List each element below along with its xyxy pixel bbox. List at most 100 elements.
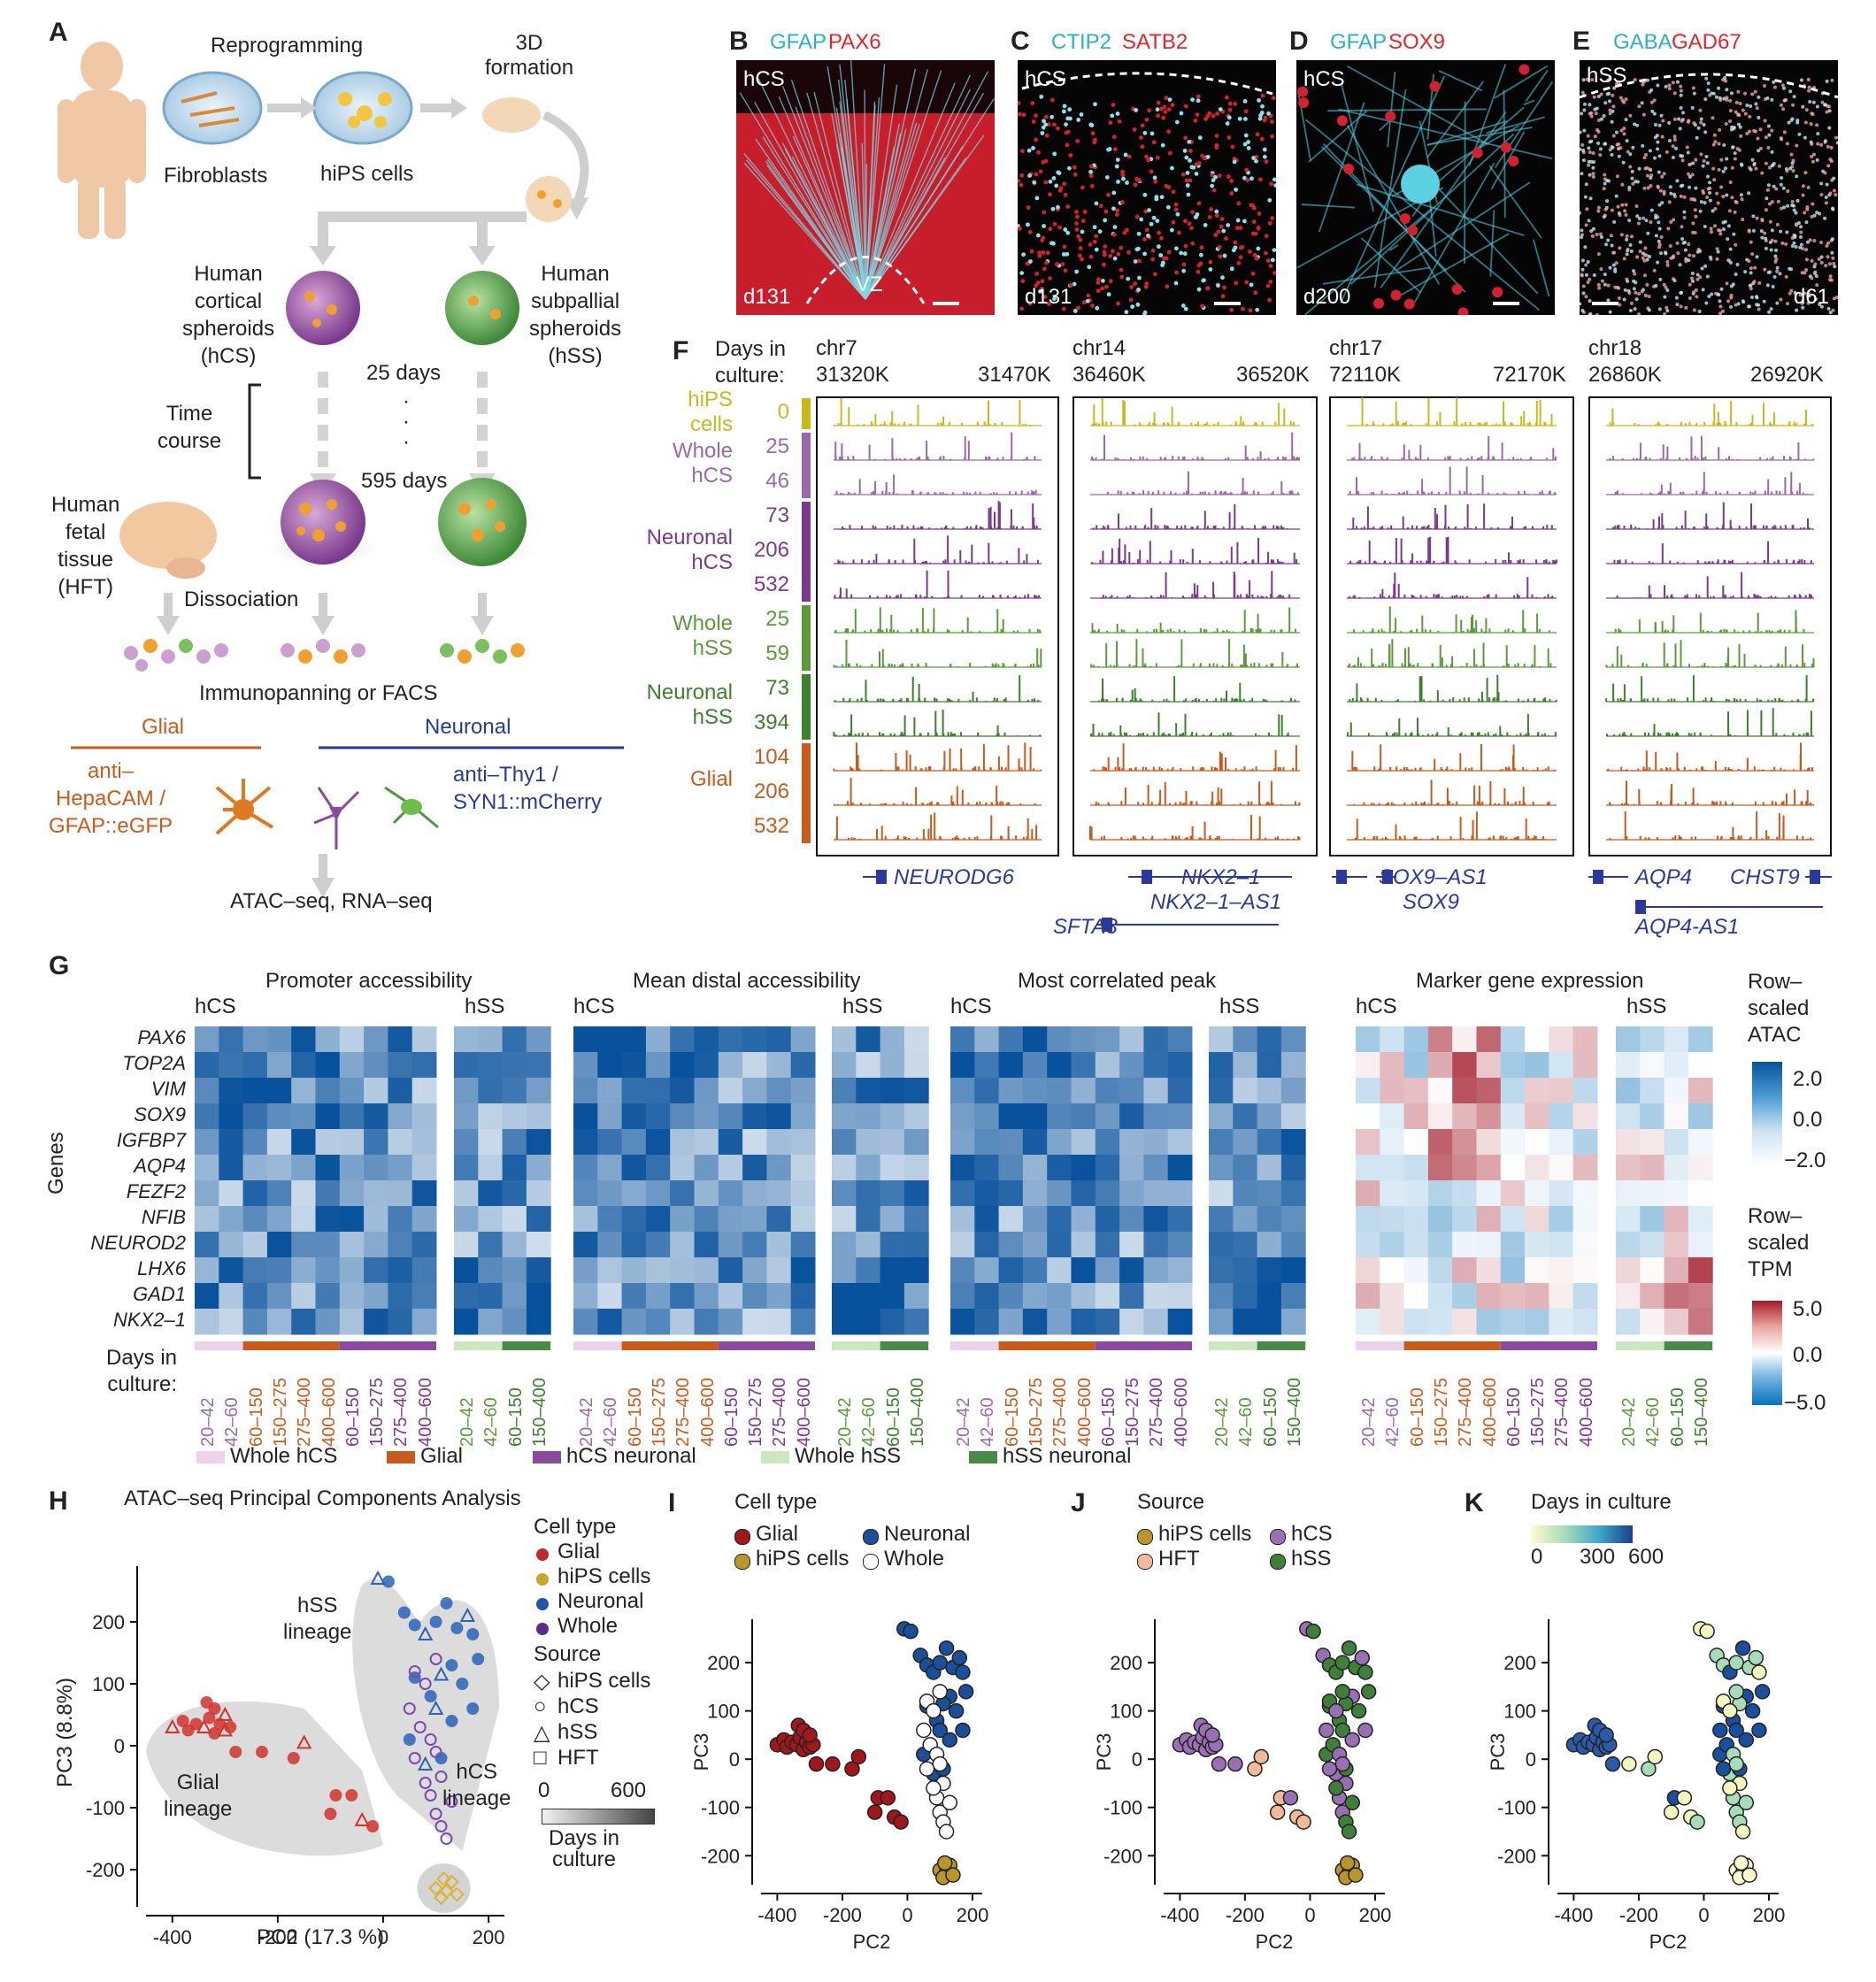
heatmap-cell [266,1129,292,1156]
heatmap-cell [1380,1180,1405,1207]
heatmap-cell [364,1283,388,1310]
data-point [1211,1755,1227,1772]
heatmap-cell [856,1129,881,1156]
hcs-lineage-label: hCS lineage [442,1760,511,1810]
heatmap-cell [1095,1309,1120,1335]
heatmap-cell [718,1052,743,1079]
signal-track-2-1 [1351,435,1557,460]
heatmap-title-3: Marker gene expression [1416,969,1644,993]
data-point [938,1824,955,1840]
heatmap-cell [856,1078,881,1104]
panel-a-label: A [49,18,68,47]
legend-cell-type-title: Cell type [534,1515,617,1539]
fibroblasts-label: Fibroblasts [164,164,268,188]
heatmap-cell [526,1103,551,1130]
heatmap-cell [291,1309,316,1335]
heatmap-cell [1095,1180,1120,1207]
signal-track-0-6 [834,607,1042,633]
h-point [408,1665,421,1678]
heatmap-cell [1427,1283,1453,1310]
micro-tag-d: hCS [1303,67,1345,91]
heatmap-cell [1640,1309,1665,1335]
heatmap-cell [219,1052,244,1079]
data-point [932,1655,948,1671]
heatmap-cell [266,1103,292,1130]
group-day-4-0: 73 [765,676,789,700]
heatmap-cell [478,1103,504,1130]
gene-annotation-7: CHST9 [1730,865,1800,889]
heatmap-cell [1616,1103,1641,1130]
heatmap-cell [1280,1155,1306,1181]
gene-annotation-8: AQP4-AS1 [1635,915,1740,939]
heatmap-cell [1119,1103,1144,1130]
heatmap-cell [621,1309,647,1335]
signal-track-3-5 [1616,572,1813,598]
heatmap-cell [454,1026,479,1053]
heatmap-cell [1380,1155,1405,1181]
heatmap-cell [1119,1052,1144,1079]
heatmap-cell [502,1026,527,1053]
col-label-1-5: 400–600 [697,1378,718,1447]
legend-source-label-3: HFT [557,1746,599,1770]
data-point [1734,1640,1751,1656]
panel-i-label: I [668,1488,676,1517]
signal-track-2-7 [1347,639,1552,667]
heatmap-cell [790,1257,816,1284]
data-point [1699,1623,1715,1640]
neuronal-method-header: Neuronal [425,715,511,739]
stain-1-c: CTIP2 [1051,30,1112,54]
hss-col-label-3-3: 150–400 [1691,1378,1711,1447]
signal-track-3-6 [1614,610,1805,633]
heatmap-cell [597,1078,623,1104]
heatmap-cell [597,1257,623,1284]
signal-track-1-9 [1089,712,1289,736]
h-point [427,1700,444,1715]
heatmap-cell [1640,1180,1665,1207]
heatmap-cell [621,1257,647,1284]
heatmap-cell [195,1283,219,1310]
panel-k-legend-title: Days in culture [1531,1490,1672,1514]
heatmap-cell [1280,1309,1306,1335]
group-bar-whole-hss [1209,1341,1257,1350]
heatmap-cell [645,1232,671,1258]
heatmap-cell [1427,1129,1453,1156]
heatmap-cell [573,1232,598,1258]
heatmap-cell [454,1309,479,1335]
panel-f-label: F [673,336,689,365]
signal-track-3-7 [1605,640,1815,667]
panel-j-legend-dot-0 [1137,1529,1153,1545]
heatmap-cell [1664,1232,1689,1258]
panel-k-plot: -200 -100 0 100 200 -400 -200 0 200 PC2 PC3 [1487,1619,1785,1953]
gene-line-4 [1588,876,1628,878]
heatmap-cell [597,1309,623,1335]
ytick-label: 100 [1503,1701,1536,1723]
h-point [434,1771,448,1783]
heatmap-cell [856,1026,881,1053]
heatmap-cell [1167,1155,1193,1181]
heatmap-cell [1688,1129,1713,1156]
h-point [329,1789,342,1801]
gene-row-11: NKX2–1 [113,1309,186,1331]
data-point [945,1867,961,1883]
xtick-label: -400 [1554,1904,1593,1926]
heatmap-cell [1280,1078,1306,1104]
stain-1-b: GFAP [770,30,827,54]
col-label-0-7: 150–275 [367,1378,388,1447]
heatmap-cell [790,1103,816,1130]
heatmap-cell [1143,1206,1169,1233]
heatmap-cell [597,1283,623,1310]
heatmap-cell [998,1206,1024,1233]
signal-track-0-10 [833,742,1042,771]
heatmap-cell [573,1155,598,1181]
heatmap-cell [502,1155,527,1181]
col-label-2-1: 42–60 [978,1397,998,1447]
heatmap-cell [1233,1129,1258,1156]
col-label-0-2: 60–150 [246,1387,266,1447]
data-point [1676,1790,1693,1806]
data-point [938,1640,955,1656]
heatmap-cell [974,1232,1000,1258]
heatmap-cell [1500,1155,1526,1181]
time-course-label: Time course [158,402,222,453]
heatmap-cell [903,1129,929,1156]
signal-track-2-6 [1353,606,1551,633]
